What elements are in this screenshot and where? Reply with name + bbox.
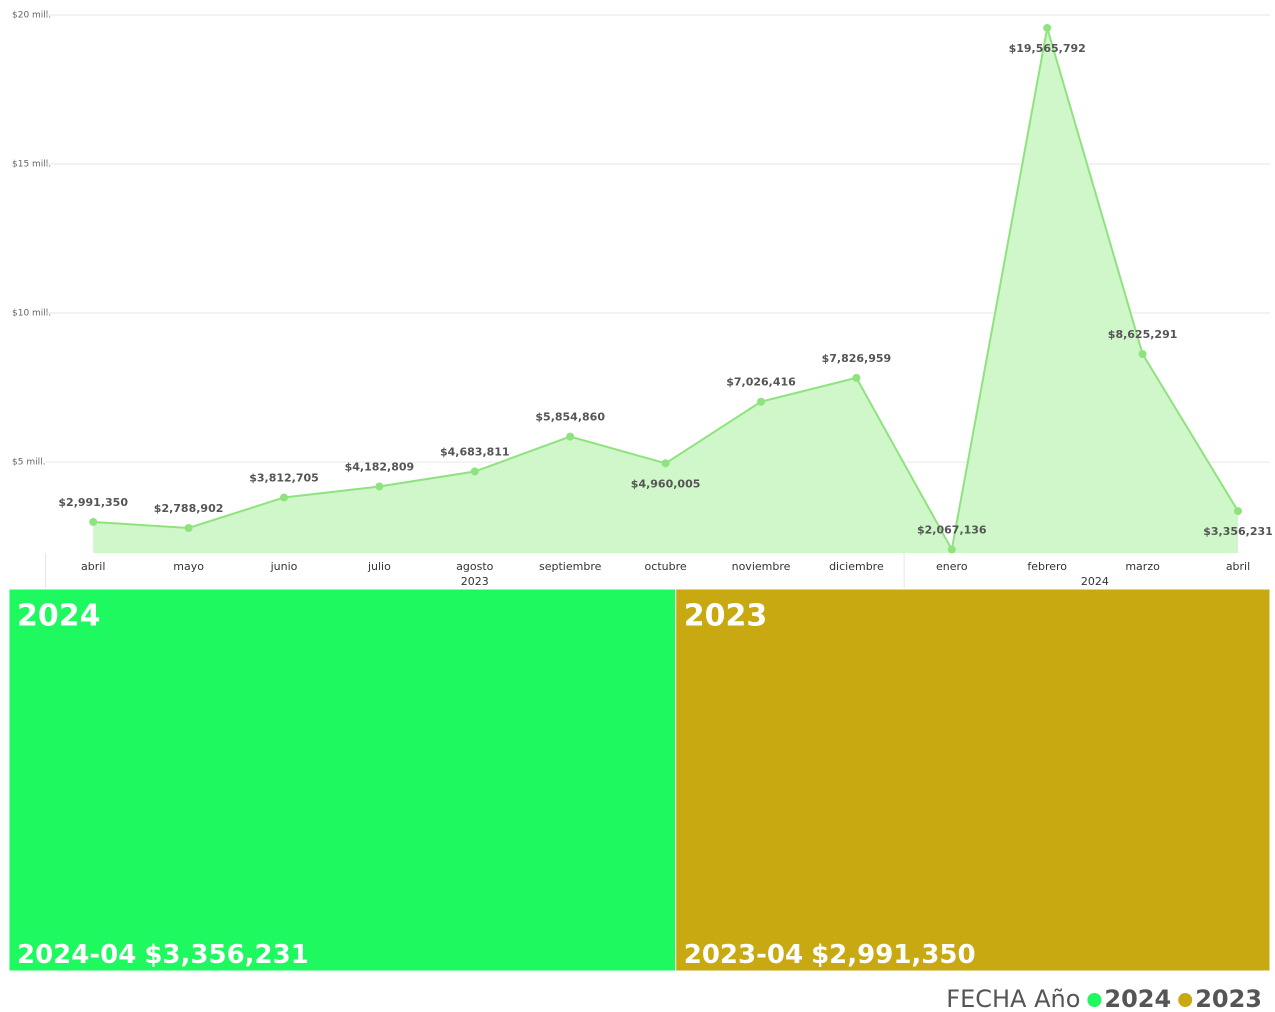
point <box>947 545 956 554</box>
data-label: $4,683,811 <box>440 446 510 459</box>
point <box>661 459 670 468</box>
y-tick-label: $20 mill. <box>12 11 51 21</box>
y-tick-label: $5 mill. <box>12 458 45 468</box>
data-label: $19,565,792 <box>1009 42 1086 55</box>
tile-detail: 2024-04 <box>17 940 136 970</box>
x-tick-label: agosto <box>456 560 493 573</box>
data-label: $7,026,416 <box>726 376 796 389</box>
tile-title: 2023 <box>684 599 768 634</box>
x-tick-label: junio <box>270 560 298 573</box>
data-label: $2,991,350 <box>58 496 128 509</box>
data-label: $2,067,136 <box>917 524 987 537</box>
point <box>566 432 575 441</box>
x-group-label: 2024 <box>1081 575 1109 588</box>
x-tick-label: octubre <box>645 560 687 573</box>
tile-label: 2023-04 $2,991,350 <box>684 940 976 970</box>
point <box>757 397 765 406</box>
point <box>470 467 479 476</box>
x-tick-label: septiembre <box>539 560 602 573</box>
point <box>184 523 193 532</box>
data-label: $3,356,231 <box>1203 525 1273 538</box>
data-label: $3,812,705 <box>249 471 319 484</box>
x-tick-label: julio <box>367 560 391 573</box>
point <box>1138 350 1147 359</box>
legend-label: 2023 <box>1195 985 1262 1012</box>
point <box>280 493 288 502</box>
point <box>89 517 98 526</box>
tile-detail: 2023-04 <box>684 940 803 970</box>
point <box>1043 23 1052 32</box>
x-tick-label: abril <box>81 560 105 573</box>
x-group-label: 2023 <box>461 575 489 588</box>
x-tick-label: mayo <box>173 560 204 573</box>
point <box>375 482 384 491</box>
treemap-tile <box>675 588 1271 972</box>
y-tick-label: $15 mill. <box>12 160 51 170</box>
y-tick-label: $10 mill. <box>12 309 51 319</box>
data-label: $5,854,860 <box>535 411 605 424</box>
x-tick-label: febrero <box>1027 560 1067 573</box>
x-tick-label: enero <box>936 560 968 573</box>
legend-swatch <box>1178 993 1193 1007</box>
legend-label: 2024 <box>1104 985 1171 1012</box>
tile-label: 2024-04 $3,356,231 <box>17 940 309 970</box>
data-label: $4,960,005 <box>631 477 701 490</box>
point <box>1234 507 1242 516</box>
legend-swatch <box>1087 993 1102 1007</box>
tile-title: 2024 <box>17 599 101 634</box>
x-tick-label: abril <box>1226 560 1250 573</box>
data-label: $8,625,291 <box>1108 328 1178 341</box>
legend-title: FECHA Año <box>946 985 1080 1012</box>
data-label: $4,182,809 <box>345 460 415 473</box>
data-label: $7,826,959 <box>822 352 892 365</box>
data-label: $2,788,902 <box>154 502 224 515</box>
x-tick-label: noviembre <box>732 560 791 573</box>
treemap-tile <box>8 588 677 972</box>
x-tick-label: diciembre <box>829 560 884 573</box>
tile-value: $3,356,231 <box>144 940 308 970</box>
point <box>852 373 861 382</box>
area <box>93 27 1239 554</box>
x-tick-label: marzo <box>1125 560 1160 573</box>
tile-value: $2,991,350 <box>811 940 975 970</box>
